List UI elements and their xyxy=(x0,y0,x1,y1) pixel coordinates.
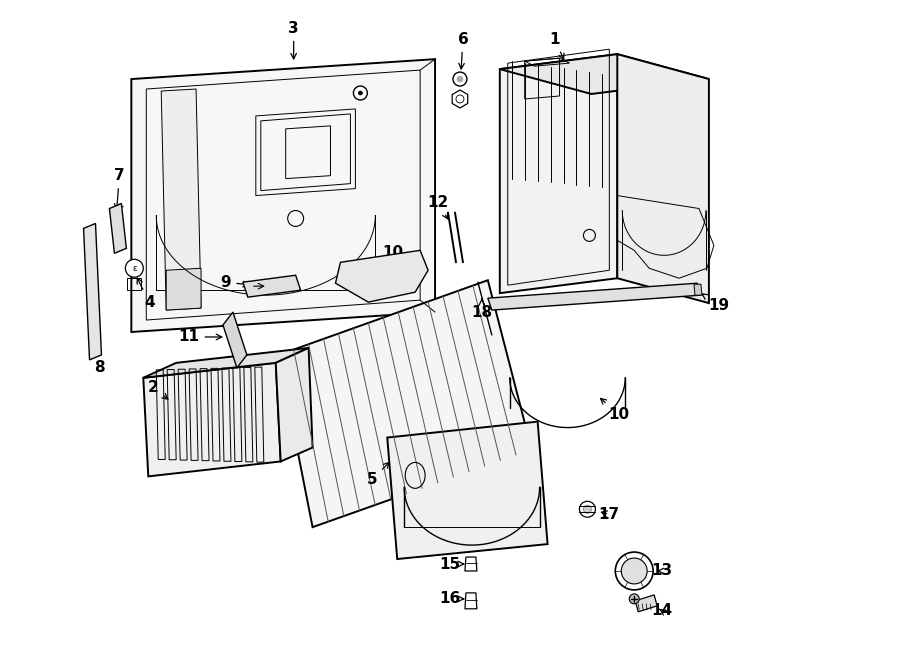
Polygon shape xyxy=(243,275,301,297)
Text: 2: 2 xyxy=(148,380,168,399)
Polygon shape xyxy=(166,268,201,310)
Text: 12: 12 xyxy=(428,195,449,219)
Polygon shape xyxy=(465,593,477,609)
Circle shape xyxy=(583,505,591,513)
Polygon shape xyxy=(452,90,468,108)
Polygon shape xyxy=(143,348,309,378)
Polygon shape xyxy=(84,223,102,360)
Polygon shape xyxy=(223,312,247,368)
Text: 18: 18 xyxy=(472,299,492,319)
Text: ε: ε xyxy=(132,264,137,273)
Circle shape xyxy=(580,501,596,517)
Text: 4: 4 xyxy=(137,278,155,309)
Polygon shape xyxy=(275,348,312,461)
Polygon shape xyxy=(279,280,532,527)
Polygon shape xyxy=(635,595,657,612)
Text: 14: 14 xyxy=(652,603,672,618)
Polygon shape xyxy=(488,283,701,310)
Polygon shape xyxy=(336,251,428,302)
Circle shape xyxy=(354,86,367,100)
Polygon shape xyxy=(500,54,617,293)
Circle shape xyxy=(457,76,463,82)
Text: 6: 6 xyxy=(457,32,468,69)
Circle shape xyxy=(125,259,143,277)
Text: 3: 3 xyxy=(288,20,299,59)
Polygon shape xyxy=(131,59,435,332)
Text: 10: 10 xyxy=(382,245,404,265)
Text: 17: 17 xyxy=(598,507,620,522)
Polygon shape xyxy=(617,54,709,303)
Polygon shape xyxy=(465,557,477,571)
Circle shape xyxy=(358,91,363,95)
Polygon shape xyxy=(500,54,709,94)
Text: 11: 11 xyxy=(178,329,221,344)
Text: 19: 19 xyxy=(702,294,729,313)
Text: 5: 5 xyxy=(367,463,390,487)
Text: 10: 10 xyxy=(600,399,630,422)
Circle shape xyxy=(453,72,467,86)
Circle shape xyxy=(621,558,647,584)
Polygon shape xyxy=(110,204,126,253)
Text: 15: 15 xyxy=(439,557,464,572)
Text: 7: 7 xyxy=(114,168,125,210)
Polygon shape xyxy=(694,284,702,295)
Text: 9: 9 xyxy=(220,275,248,290)
Polygon shape xyxy=(161,89,201,310)
Polygon shape xyxy=(143,363,281,477)
Text: 1: 1 xyxy=(549,32,564,59)
Text: 13: 13 xyxy=(652,563,672,578)
Text: 16: 16 xyxy=(439,592,464,606)
Text: 8: 8 xyxy=(93,352,104,375)
Circle shape xyxy=(616,552,653,590)
Circle shape xyxy=(629,594,639,604)
Polygon shape xyxy=(387,422,547,559)
